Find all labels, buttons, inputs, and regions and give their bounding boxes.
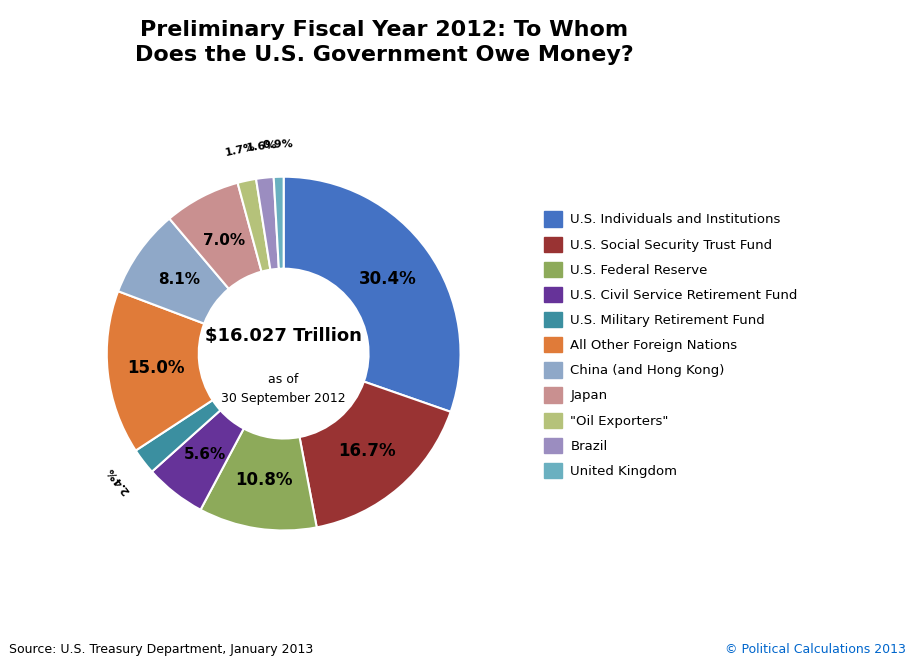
Wedge shape <box>238 179 271 272</box>
Text: 8.1%: 8.1% <box>158 272 199 287</box>
Legend: U.S. Individuals and Institutions, U.S. Social Security Trust Fund, U.S. Federal: U.S. Individuals and Institutions, U.S. … <box>537 205 804 485</box>
Text: 2.4%: 2.4% <box>104 465 132 496</box>
Wedge shape <box>256 177 279 270</box>
Text: Source: U.S. Treasury Department, January 2013: Source: U.S. Treasury Department, Januar… <box>9 643 314 656</box>
Text: 15.0%: 15.0% <box>127 359 185 377</box>
Wedge shape <box>299 382 451 527</box>
Text: 0.9%: 0.9% <box>263 139 294 151</box>
Text: © Political Calculations 2013: © Political Calculations 2013 <box>725 643 906 656</box>
Wedge shape <box>135 400 221 471</box>
Text: 5.6%: 5.6% <box>183 447 226 462</box>
Wedge shape <box>274 177 284 269</box>
Wedge shape <box>284 177 460 412</box>
Wedge shape <box>107 291 212 451</box>
Text: Preliminary Fiscal Year 2012: To Whom
Does the U.S. Government Owe Money?: Preliminary Fiscal Year 2012: To Whom Do… <box>135 20 634 65</box>
Wedge shape <box>152 410 243 510</box>
Wedge shape <box>118 219 229 324</box>
Text: 7.0%: 7.0% <box>203 233 245 247</box>
Text: 30.4%: 30.4% <box>360 271 417 288</box>
Text: $16.027 Trillion: $16.027 Trillion <box>205 327 362 345</box>
Wedge shape <box>169 183 262 289</box>
Text: 10.8%: 10.8% <box>236 471 293 489</box>
Text: 16.7%: 16.7% <box>339 442 396 459</box>
Text: as of
30 September 2012: as of 30 September 2012 <box>221 373 346 405</box>
Wedge shape <box>200 428 317 530</box>
Text: 1.7%: 1.7% <box>224 141 256 158</box>
Text: 1.6%: 1.6% <box>245 139 277 152</box>
